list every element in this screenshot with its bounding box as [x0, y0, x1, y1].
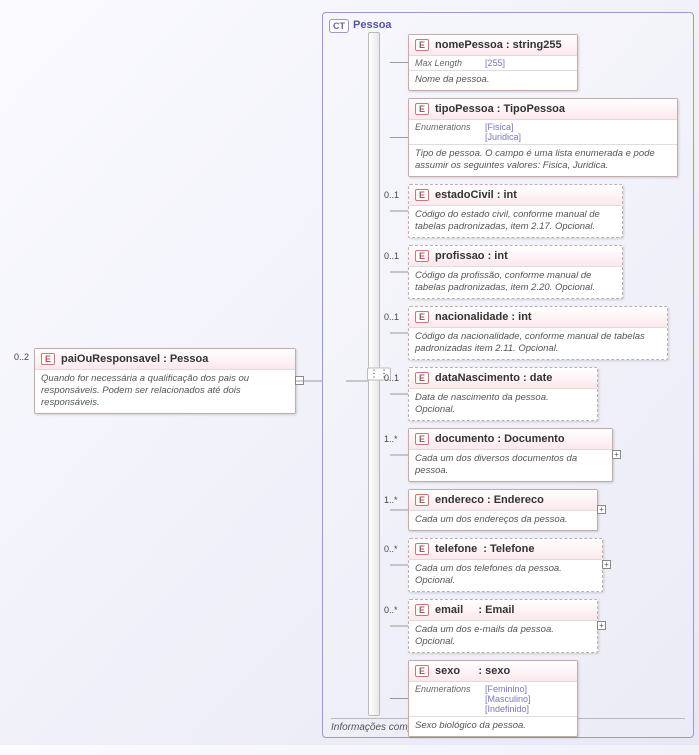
- child-name: email : Email: [435, 604, 514, 616]
- child-name: nomePessoa : string255: [435, 39, 562, 51]
- e-badge: E: [415, 103, 429, 115]
- child-desc: Tipo de pessoa. O campo é uma lista enum…: [409, 144, 677, 176]
- child-desc: Cada um dos endereços da pessoa.: [409, 510, 597, 530]
- child-desc: Nome da pessoa.: [409, 70, 577, 90]
- child-name: endereco : Endereco: [435, 494, 544, 506]
- child-cardinality: 0..1: [384, 251, 399, 261]
- e-badge: E: [415, 433, 429, 445]
- facet-label: Enumerations: [415, 122, 485, 142]
- child-desc: Código da profissão, conforme manual de …: [409, 266, 622, 298]
- child-element: Enacionalidade : int Código da nacionalid…: [408, 306, 668, 360]
- facet-label: Enumerations: [415, 684, 485, 714]
- facet-row: Max Length[255]: [409, 55, 577, 70]
- expand-icon[interactable]: +: [597, 505, 606, 514]
- child-element: Esexo : sexo Enumerations[Feminino] [Masc…: [408, 660, 578, 737]
- child-element: Eprofissao : int Código da profissão, con…: [408, 245, 623, 299]
- facet-value: [255]: [485, 58, 505, 68]
- e-badge: E: [415, 250, 429, 262]
- child-element: EdataNascimento : date Data de nascimento…: [408, 367, 598, 421]
- child-cardinality: 0..1: [384, 190, 399, 200]
- facet-value: [Feminino] [Masculino] [Indefinido]: [485, 684, 531, 714]
- child-name: profissao : int: [435, 250, 508, 262]
- child-element: Eemail : Email Cada um dos e-mails da pes…: [408, 599, 598, 653]
- child-element: Etelefone : Telefone Cada um dos telefone…: [408, 538, 603, 592]
- child-desc: Cada um dos telefones da pessoa. Opciona…: [409, 559, 602, 591]
- e-badge: E: [415, 604, 429, 616]
- child-cardinality: 0..1: [384, 312, 399, 322]
- e-badge: E: [415, 494, 429, 506]
- child-name: telefone : Telefone: [435, 543, 534, 555]
- e-badge: E: [415, 543, 429, 555]
- e-badge: E: [41, 353, 55, 365]
- child-cardinality: 0..1: [384, 373, 399, 383]
- collapse-icon[interactable]: –: [295, 376, 304, 385]
- root-desc: Quando for necessária a qualificação dos…: [35, 369, 295, 413]
- ct-title: Pessoa: [353, 19, 392, 31]
- child-desc: Cada um dos e-mails da pessoa. Opcional.: [409, 620, 597, 652]
- child-name: nacionalidade : int: [435, 311, 532, 323]
- expand-icon[interactable]: +: [597, 621, 606, 630]
- child-element: EestadoCivil : int Código do estado civil…: [408, 184, 623, 238]
- child-name: tipoPessoa : TipoPessoa: [435, 103, 565, 115]
- child-element: Eendereco : Endereco Cada um dos endereço…: [408, 489, 598, 531]
- e-badge: E: [415, 189, 429, 201]
- child-desc: Código da nacionalidade, conforme manual…: [409, 327, 667, 359]
- child-name: dataNascimento : date: [435, 372, 552, 384]
- child-cardinality: 1..*: [384, 495, 398, 505]
- expand-icon[interactable]: +: [612, 450, 621, 459]
- root-name: paiOuResponsavel : Pessoa: [61, 353, 208, 365]
- child-name: estadoCivil : int: [435, 189, 517, 201]
- child-cardinality: 0..*: [384, 605, 398, 615]
- e-badge: E: [415, 311, 429, 323]
- child-element: Edocumento : Documento Cada um dos divers…: [408, 428, 613, 482]
- expand-icon[interactable]: +: [602, 560, 611, 569]
- facet-label: Max Length: [415, 58, 485, 68]
- e-badge: E: [415, 372, 429, 384]
- child-desc: Cada um dos diversos documentos da pesso…: [409, 449, 612, 481]
- child-element: EtipoPessoa : TipoPessoa Enumerations[Fis…: [408, 98, 678, 177]
- child-desc: Data de nascimento da pessoa. Opcional.: [409, 388, 597, 420]
- child-name: sexo : sexo: [435, 665, 510, 677]
- facet-row: Enumerations[Feminino] [Masculino] [Inde…: [409, 681, 577, 716]
- e-badge: E: [415, 39, 429, 51]
- ct-badge: CT: [329, 19, 349, 33]
- root-cardinality: 0..2: [14, 352, 29, 362]
- child-desc: Sexo biológico da pessoa.: [409, 716, 577, 736]
- root-element: EpaiOuResponsavel : Pessoa Quando for nec…: [34, 348, 296, 414]
- e-badge: E: [415, 665, 429, 677]
- child-cardinality: 0..*: [384, 544, 398, 554]
- child-desc: Código do estado civil, conforme manual …: [409, 205, 622, 237]
- sequence-compositor: ⋮⋮: [368, 32, 380, 716]
- child-element: EnomePessoa : string255Max Length[255]No…: [408, 34, 578, 91]
- facet-value: [Fisica] [Juridica]: [485, 122, 521, 142]
- child-cardinality: 1..*: [384, 434, 398, 444]
- facet-row: Enumerations[Fisica] [Juridica]: [409, 119, 677, 144]
- child-name: documento : Documento: [435, 433, 565, 445]
